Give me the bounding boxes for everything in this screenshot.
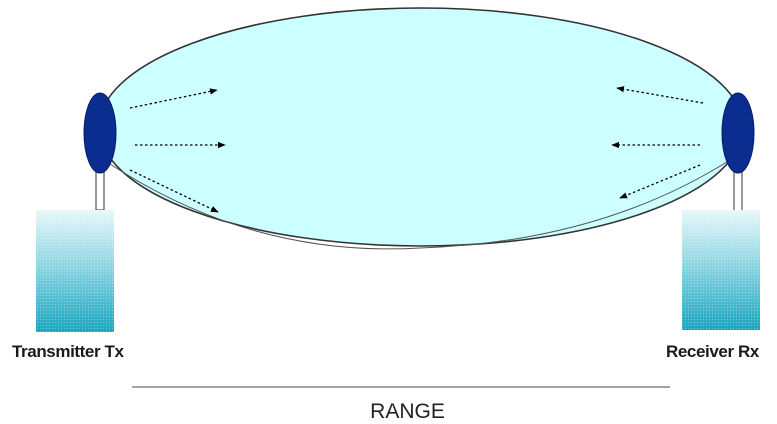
signal-arrow-icon (619, 164, 701, 199)
receive-arrows (611, 86, 704, 199)
radio-field (98, 7, 744, 250)
transmitter-label: Transmitter Tx (12, 342, 124, 361)
receiver-device (682, 92, 760, 330)
receiver-mast (733, 167, 743, 213)
receiver-antenna-icon (721, 92, 755, 174)
transmitter-antenna-icon (83, 92, 117, 174)
transmitter-mast (95, 169, 105, 211)
transmitter-device (36, 92, 117, 332)
signal-arrow-icon (129, 169, 219, 213)
range-label: RANGE (370, 400, 445, 423)
transmit-arrows (129, 88, 226, 213)
receiver-label: Receiver Rx (666, 342, 759, 361)
